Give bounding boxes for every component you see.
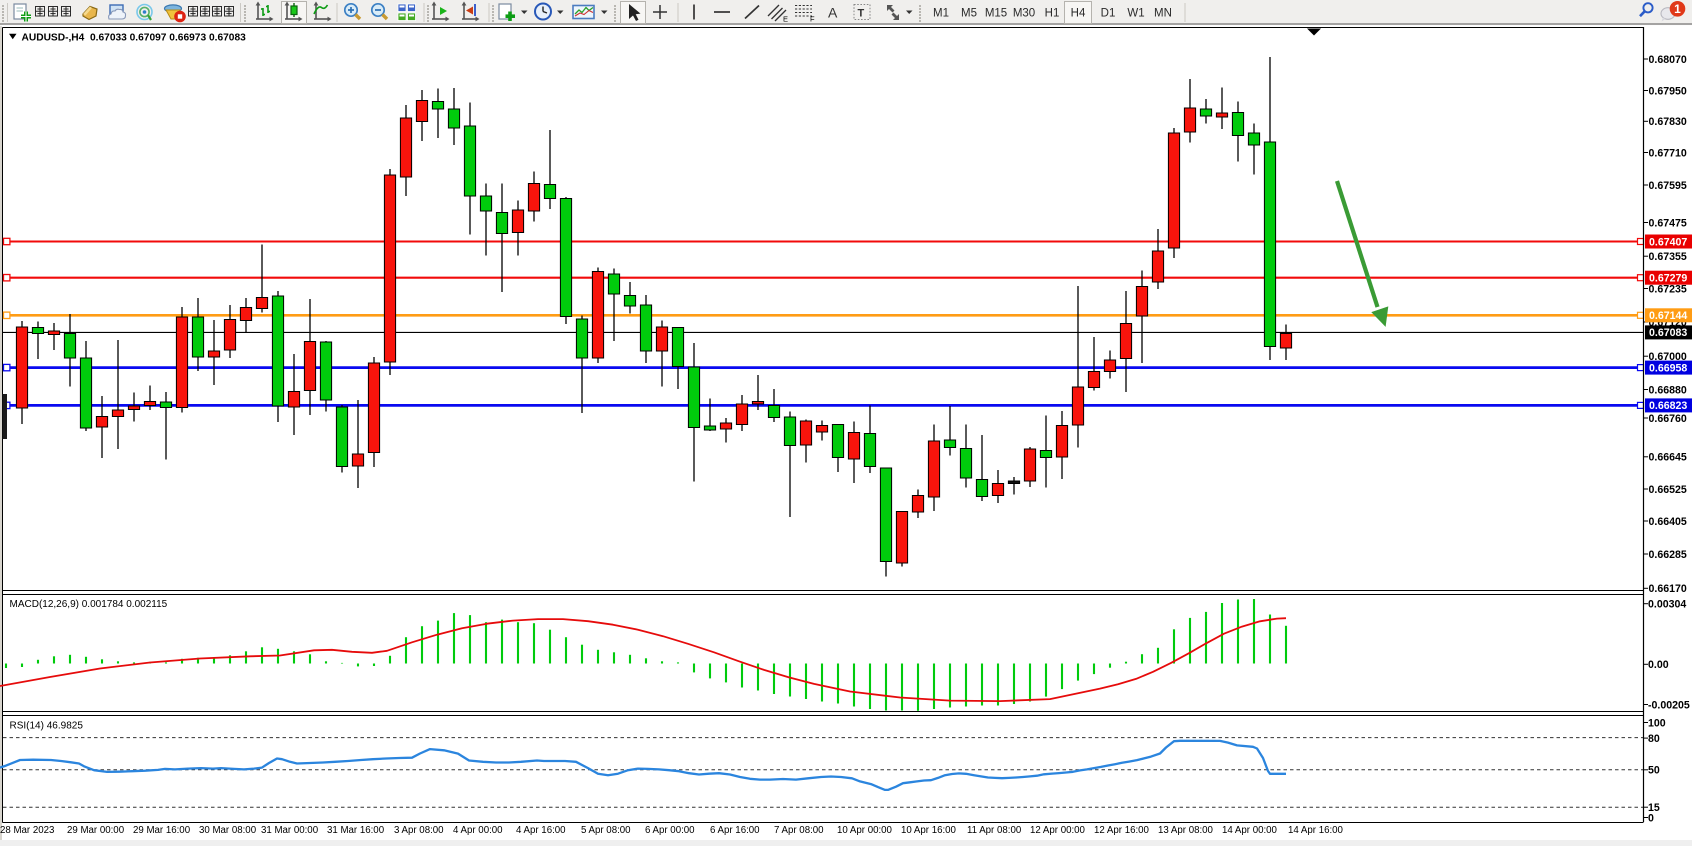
svg-text:10 Apr 00:00: 10 Apr 00:00 bbox=[837, 825, 893, 836]
svg-text:A: A bbox=[828, 5, 838, 21]
svg-text:0.66645: 0.66645 bbox=[1649, 452, 1687, 464]
svg-text:H1: H1 bbox=[1045, 8, 1060, 20]
svg-text:AUDUSD-,H4 0.67033 0.67097 0.: AUDUSD-,H4 0.67033 0.67097 0.66973 0.670… bbox=[22, 33, 247, 44]
svg-text:0.67144: 0.67144 bbox=[1649, 310, 1687, 322]
svg-text:10 Apr 16:00: 10 Apr 16:00 bbox=[901, 825, 957, 836]
svg-text:H4: H4 bbox=[1071, 8, 1086, 20]
svg-text:0.67235: 0.67235 bbox=[1649, 283, 1687, 295]
svg-text:14 Apr 00:00: 14 Apr 00:00 bbox=[1222, 825, 1278, 836]
svg-text:13 Apr 08:00: 13 Apr 08:00 bbox=[1158, 825, 1214, 836]
svg-text:0.67279: 0.67279 bbox=[1649, 273, 1687, 285]
svg-text:MN: MN bbox=[1154, 8, 1172, 20]
svg-text:0.66405: 0.66405 bbox=[1649, 516, 1687, 528]
svg-text:0.67710: 0.67710 bbox=[1649, 147, 1687, 159]
svg-text:0.00304: 0.00304 bbox=[1648, 599, 1686, 611]
svg-text:F: F bbox=[810, 15, 815, 24]
svg-text:29 Mar 16:00: 29 Mar 16:00 bbox=[133, 825, 191, 836]
svg-text:4 Apr 00:00: 4 Apr 00:00 bbox=[453, 825, 503, 836]
svg-text:0.66285: 0.66285 bbox=[1649, 549, 1687, 561]
svg-text:0.67475: 0.67475 bbox=[1649, 217, 1687, 229]
svg-text:M15: M15 bbox=[985, 8, 1007, 20]
svg-text:11 Apr 08:00: 11 Apr 08:00 bbox=[967, 825, 1022, 836]
svg-text:-0.00205: -0.00205 bbox=[1648, 699, 1690, 711]
svg-text:100: 100 bbox=[1648, 717, 1666, 729]
svg-text:E: E bbox=[783, 15, 788, 24]
svg-text:0.67000: 0.67000 bbox=[1649, 351, 1687, 363]
svg-text:0.66823: 0.66823 bbox=[1649, 400, 1687, 412]
svg-text:14 Apr 16:00: 14 Apr 16:00 bbox=[1288, 825, 1344, 836]
svg-text:3 Apr 08:00: 3 Apr 08:00 bbox=[394, 825, 444, 836]
svg-text:80: 80 bbox=[1648, 733, 1660, 745]
svg-text:12 Apr 00:00: 12 Apr 00:00 bbox=[1030, 825, 1086, 836]
svg-text:0.67950: 0.67950 bbox=[1649, 85, 1687, 97]
svg-text:M5: M5 bbox=[961, 8, 977, 20]
svg-text:0.68070: 0.68070 bbox=[1649, 54, 1687, 66]
svg-text:0.66880: 0.66880 bbox=[1649, 384, 1687, 396]
svg-text:31 Mar 16:00: 31 Mar 16:00 bbox=[327, 825, 385, 836]
svg-text:0: 0 bbox=[1648, 812, 1654, 824]
svg-text:7 Apr 08:00: 7 Apr 08:00 bbox=[774, 825, 824, 836]
svg-text:4 Apr 16:00: 4 Apr 16:00 bbox=[516, 825, 566, 836]
svg-text:0.67830: 0.67830 bbox=[1649, 116, 1687, 128]
svg-text:RSI(14) 46.9825: RSI(14) 46.9825 bbox=[10, 721, 84, 732]
svg-text:30 Mar 08:00: 30 Mar 08:00 bbox=[199, 825, 257, 836]
svg-text:29 Mar 00:00: 29 Mar 00:00 bbox=[67, 825, 125, 836]
svg-text:M1: M1 bbox=[933, 8, 949, 20]
svg-text:6 Apr 00:00: 6 Apr 00:00 bbox=[645, 825, 695, 836]
svg-text:D1: D1 bbox=[1101, 8, 1116, 20]
svg-text:0.66525: 0.66525 bbox=[1649, 484, 1687, 496]
svg-text:0.00: 0.00 bbox=[1648, 659, 1669, 671]
svg-text:6 Apr 16:00: 6 Apr 16:00 bbox=[710, 825, 760, 836]
svg-text:MACD(12,26,9) 0.001784 0.00211: MACD(12,26,9) 0.001784 0.002115 bbox=[10, 599, 168, 610]
svg-text:0.67083: 0.67083 bbox=[1649, 327, 1687, 339]
svg-text:0.67355: 0.67355 bbox=[1649, 251, 1687, 263]
svg-text:W1: W1 bbox=[1127, 8, 1144, 20]
svg-text:12 Apr 16:00: 12 Apr 16:00 bbox=[1094, 825, 1150, 836]
svg-text:0.67595: 0.67595 bbox=[1649, 180, 1687, 192]
svg-text:15: 15 bbox=[1648, 802, 1660, 814]
svg-text:1: 1 bbox=[1674, 2, 1681, 16]
svg-text:T: T bbox=[858, 8, 865, 20]
svg-text:0.67407: 0.67407 bbox=[1649, 236, 1687, 248]
svg-text:31 Mar 00:00: 31 Mar 00:00 bbox=[261, 825, 319, 836]
svg-text:M30: M30 bbox=[1013, 8, 1035, 20]
svg-text:50: 50 bbox=[1648, 765, 1660, 777]
svg-text:28 Mar 2023: 28 Mar 2023 bbox=[0, 825, 54, 836]
svg-text:0.66958: 0.66958 bbox=[1649, 362, 1687, 374]
svg-text:0.66760: 0.66760 bbox=[1649, 413, 1687, 425]
svg-text:0.66170: 0.66170 bbox=[1649, 583, 1687, 595]
svg-text:5 Apr 08:00: 5 Apr 08:00 bbox=[581, 825, 631, 836]
